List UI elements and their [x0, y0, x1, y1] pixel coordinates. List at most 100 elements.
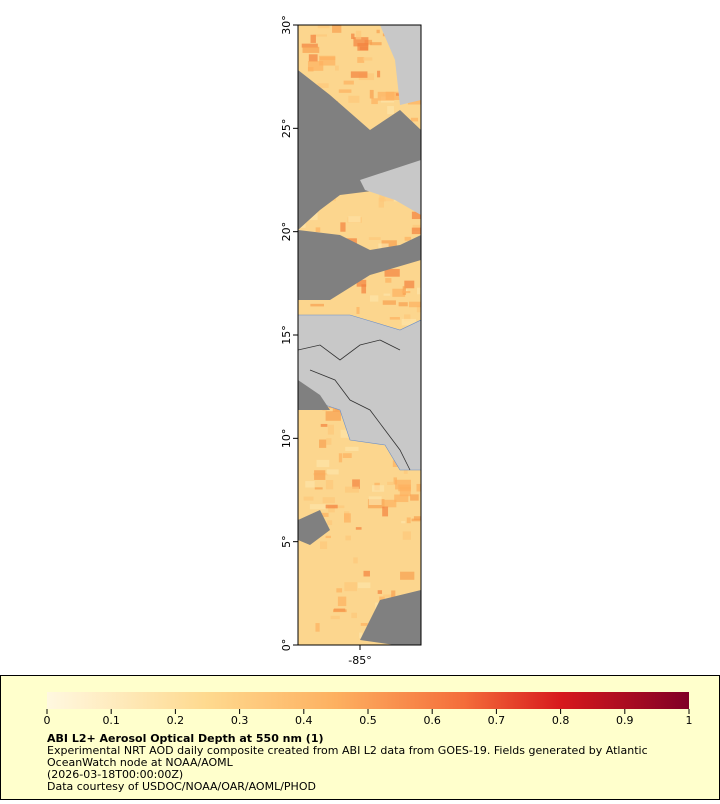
texture-patch — [387, 106, 394, 115]
texture-patch — [355, 30, 362, 40]
texture-patch — [350, 71, 368, 78]
texture-patch — [413, 516, 421, 521]
texture-patch — [399, 486, 411, 497]
colorbar-tick-label: 0.1 — [102, 714, 120, 727]
texture-patch — [411, 227, 421, 235]
border — [298, 339, 411, 471]
cloud-mask — [298, 380, 330, 410]
texture-patch — [394, 494, 409, 503]
legend-text: Experimental NRT AOD daily composite cre… — [47, 744, 648, 793]
texture-patch — [389, 317, 400, 320]
texture-patch — [312, 34, 328, 37]
texture-patch — [368, 237, 381, 240]
axes: 0° 5° 10° 15° 20° 25° 30° -85° — [280, 15, 372, 667]
texture-patch — [333, 609, 347, 613]
texture-patch — [395, 479, 411, 490]
texture-patch — [345, 446, 359, 451]
texture-patch — [310, 34, 316, 43]
texture-patch — [352, 479, 360, 489]
texture-patch — [342, 453, 352, 459]
legend-line: (2026-03-18T00:00:00Z) — [47, 768, 183, 781]
texture-patch — [402, 286, 407, 295]
texture-patch — [378, 243, 389, 250]
texture-patch — [408, 301, 421, 308]
texture-patch — [336, 588, 343, 593]
texture-patch — [400, 571, 415, 580]
texture-patch — [377, 590, 383, 594]
texture-patch — [343, 80, 354, 85]
texture-patch — [301, 43, 318, 48]
texture-patch — [327, 520, 333, 526]
texture-patch — [315, 623, 320, 632]
texture-patch — [410, 494, 419, 501]
colorbar-tick-label: 0.7 — [488, 714, 506, 727]
texture-patch — [403, 468, 408, 474]
texture-patch — [319, 439, 327, 448]
texture-patch — [391, 590, 396, 599]
texture-patch — [376, 29, 380, 34]
texture-patch — [362, 57, 373, 61]
texture-patch — [410, 117, 419, 122]
lat-tick-label: 5° — [280, 535, 293, 548]
texture-patch — [383, 499, 397, 508]
texture-patch — [309, 504, 326, 510]
texture-patch — [344, 582, 358, 592]
texture-patch — [401, 291, 411, 294]
texture-patch — [317, 25, 330, 29]
texture-patch — [351, 612, 357, 619]
texture-patch — [327, 424, 335, 435]
lat-tick-label: 10° — [280, 429, 293, 449]
texture-patch — [332, 505, 345, 509]
texture-patch — [317, 83, 329, 88]
legend-line: Experimental NRT AOD daily composite cre… — [47, 744, 648, 757]
texture-patch — [356, 306, 360, 314]
texture-patch — [381, 240, 397, 249]
texture-patch — [332, 25, 342, 33]
colorbar-tick-label: 0.4 — [295, 714, 313, 727]
texture-patch — [416, 305, 421, 313]
land — [380, 25, 421, 105]
cloud-mask — [298, 510, 330, 545]
texture-patch — [416, 483, 421, 492]
texture-patch — [326, 469, 339, 475]
texture-patch — [385, 278, 392, 283]
texture-patch — [387, 481, 394, 486]
lat-tick-label: 20° — [280, 222, 293, 242]
texture-patch — [308, 212, 318, 221]
lat-tick-label: 0° — [280, 639, 293, 652]
texture-patch — [368, 496, 382, 505]
texture-patch — [401, 521, 406, 524]
texture-patch — [401, 318, 417, 326]
texture-patch — [328, 505, 335, 513]
texture-patch — [325, 480, 334, 490]
colorbar-tick-label: 0.8 — [552, 714, 570, 727]
texture-patch — [348, 216, 361, 223]
texture-patch — [320, 423, 328, 427]
texture-patch — [303, 496, 314, 501]
texture-patch — [357, 43, 369, 51]
texture-patch — [353, 557, 358, 564]
texture-patch — [353, 37, 369, 47]
texture-patch — [302, 46, 320, 53]
land — [360, 160, 421, 215]
texture-patch — [338, 89, 352, 93]
texture-patch — [334, 65, 339, 71]
lat-tick-label: 25° — [280, 119, 293, 139]
texture-patch — [378, 197, 385, 208]
cloud-mask — [298, 70, 421, 230]
texture-patch — [338, 453, 343, 463]
texture-patch — [398, 302, 408, 307]
texture-patch — [355, 527, 362, 530]
texture-patch — [404, 314, 411, 322]
texture-patch — [377, 70, 381, 78]
colorbar-tick-label: 0.6 — [423, 714, 441, 727]
texture-patch — [345, 535, 351, 541]
colorbar-tick-label: 0.2 — [167, 714, 185, 727]
texture-patch — [324, 504, 338, 509]
texture-patch — [316, 459, 330, 468]
texture-patch — [357, 57, 365, 63]
texture-patch — [344, 486, 359, 493]
texture-patch — [310, 303, 324, 307]
texture-patch — [308, 54, 318, 62]
texture-patch — [369, 89, 374, 99]
